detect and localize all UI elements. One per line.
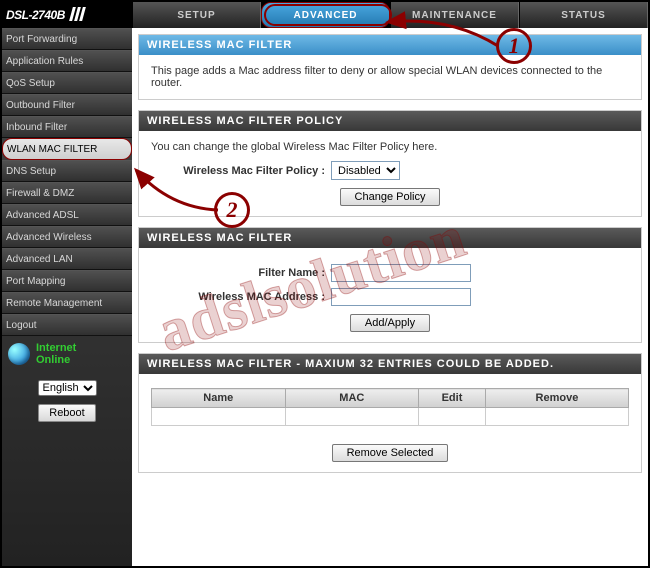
annotation-circle-1: 1 — [496, 28, 532, 64]
panel-filter-list: WIRELESS MAC FILTER - MAXIUM 32 ENTRIES … — [138, 353, 642, 473]
tab-label: SETUP — [177, 10, 215, 21]
reboot-button[interactable]: Reboot — [38, 404, 95, 422]
sidebar-item-inbound-filter[interactable]: Inbound Filter — [2, 116, 132, 138]
sidebar-item-logout[interactable]: Logout — [2, 314, 132, 336]
sidebar-item-port-forwarding[interactable]: Port Forwarding — [2, 28, 132, 50]
tab-status[interactable]: STATUS — [519, 2, 648, 28]
sidebar-item-qos-setup[interactable]: QoS Setup — [2, 72, 132, 94]
sidebar-item-label: Firewall & DMZ — [6, 188, 74, 199]
policy-select[interactable]: Disabled — [331, 161, 400, 180]
col-remove: Remove — [485, 389, 628, 408]
sidebar-item-label: Inbound Filter — [6, 122, 67, 133]
language-select[interactable]: English — [38, 380, 97, 396]
filter-table: Name MAC Edit Remove — [151, 388, 629, 426]
sidebar-item-dns-setup[interactable]: DNS Setup — [2, 160, 132, 182]
filter-name-label: Filter Name : — [151, 267, 331, 279]
sidebar-item-wlan-mac-filter[interactable]: WLAN MAC FILTER — [2, 138, 132, 160]
sidebar: Port Forwarding Application Rules QoS Se… — [2, 28, 132, 566]
panel-intro-body: This page adds a Mac address filter to d… — [139, 55, 641, 99]
annotation-circle-1-text: 1 — [509, 33, 520, 59]
remove-selected-button[interactable]: Remove Selected — [332, 444, 449, 462]
sidebar-item-port-mapping[interactable]: Port Mapping — [2, 270, 132, 292]
tab-label: ADVANCED — [294, 10, 358, 21]
sidebar-item-label: Advanced Wireless — [6, 232, 92, 243]
tab-advanced[interactable]: ADVANCED — [261, 2, 390, 28]
col-mac: MAC — [285, 389, 419, 408]
internet-status: Internet Online — [2, 336, 132, 372]
logo-stripes-icon — [69, 7, 84, 24]
sidebar-item-label: QoS Setup — [6, 78, 55, 89]
panel-add-filter: WIRELESS MAC FILTER Filter Name : Wirele… — [138, 227, 642, 343]
table-row — [152, 408, 629, 426]
sidebar-item-label: Advanced ADSL — [6, 210, 79, 221]
sidebar-item-outbound-filter[interactable]: Outbound Filter — [2, 94, 132, 116]
add-apply-button[interactable]: Add/Apply — [350, 314, 430, 332]
panel-policy-description: You can change the global Wireless Mac F… — [151, 141, 629, 153]
tab-setup[interactable]: SETUP — [132, 2, 261, 28]
sidebar-item-label: WLAN MAC FILTER — [7, 144, 97, 155]
sidebar-item-advanced-wireless[interactable]: Advanced Wireless — [2, 226, 132, 248]
annotation-circle-2-text: 2 — [227, 197, 238, 223]
sidebar-item-remote-management[interactable]: Remote Management — [2, 292, 132, 314]
sidebar-item-label: Port Forwarding — [6, 34, 77, 45]
internet-line2: Online — [36, 354, 70, 366]
sidebar-item-firewall-dmz[interactable]: Firewall & DMZ — [2, 182, 132, 204]
sidebar-item-label: Outbound Filter — [6, 100, 75, 111]
change-policy-button[interactable]: Change Policy — [340, 188, 441, 206]
device-model-text: DSL-2740B — [6, 8, 65, 22]
globe-icon — [8, 343, 30, 365]
device-model-logo: DSL-2740B — [2, 2, 132, 28]
internet-line1: Internet — [36, 342, 76, 354]
header-bar: DSL-2740B SETUP ADVANCED MAINTENANCE STA… — [2, 2, 648, 28]
sidebar-item-label: Logout — [6, 320, 37, 331]
content-area: WIRELESS MAC FILTER This page adds a Mac… — [132, 28, 648, 566]
internet-status-text: Internet Online — [36, 342, 76, 366]
sidebar-item-advanced-adsl[interactable]: Advanced ADSL — [2, 204, 132, 226]
tab-label: STATUS — [561, 10, 606, 21]
sidebar-item-application-rules[interactable]: Application Rules — [2, 50, 132, 72]
sidebar-item-label: Port Mapping — [6, 276, 65, 287]
sidebar-item-label: DNS Setup — [6, 166, 56, 177]
sidebar-item-advanced-lan[interactable]: Advanced LAN — [2, 248, 132, 270]
sidebar-item-label: Application Rules — [6, 56, 83, 67]
mac-address-label: Wireless MAC Address : — [151, 291, 331, 303]
col-name: Name — [152, 389, 286, 408]
col-edit: Edit — [419, 389, 486, 408]
panel-intro-text: This page adds a Mac address filter to d… — [151, 65, 602, 89]
panel-list-title: WIRELESS MAC FILTER - MAXIUM 32 ENTRIES … — [139, 354, 641, 374]
filter-name-input[interactable] — [331, 264, 471, 282]
sidebar-item-label: Advanced LAN — [6, 254, 73, 265]
annotation-arrow-1 — [380, 14, 510, 57]
panel-add-title: WIRELESS MAC FILTER — [139, 228, 641, 248]
mac-address-input[interactable] — [331, 288, 471, 306]
annotation-circle-2: 2 — [214, 192, 250, 228]
sidebar-item-label: Remote Management — [6, 298, 102, 309]
panel-policy-title: WIRELESS MAC FILTER POLICY — [139, 111, 641, 131]
